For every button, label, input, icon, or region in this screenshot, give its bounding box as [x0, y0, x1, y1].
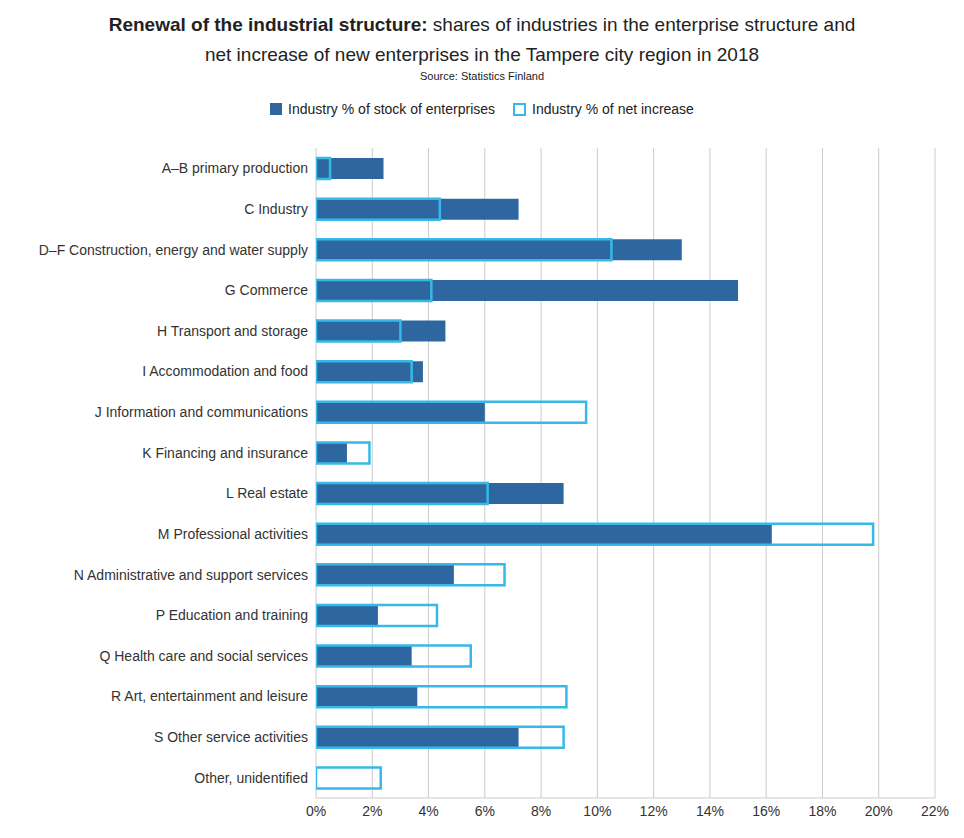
- html-text:Industry % of stock of enterpr: Industry % of stock of enterprises: [288, 101, 495, 117]
- svg-text:K Financing and insurance: K Financing and insurance: [142, 445, 308, 461]
- svg-text:22%: 22%: [921, 803, 949, 819]
- svg-text:16%: 16%: [752, 803, 780, 819]
- svg-text:10%: 10%: [583, 803, 611, 819]
- svg-text:8%: 8%: [531, 803, 551, 819]
- svg-text:N Administrative and support s: N Administrative and support services: [74, 567, 308, 583]
- svg-text:12%: 12%: [640, 803, 668, 819]
- svg-text:H Transport and storage: H Transport and storage: [157, 323, 308, 339]
- svg-text:D–F Construction, energy and w: D–F Construction, energy and water suppl…: [39, 242, 308, 258]
- svg-text:R Art, entertainment and leisu: R Art, entertainment and leisure: [111, 688, 308, 704]
- svg-text:S Other service activities: S Other service activities: [154, 729, 308, 745]
- svg-text:20%: 20%: [865, 803, 893, 819]
- html-text:Source: Statistics Finland: Source: Statistics Finland: [419, 70, 545, 82]
- svg-text:G Commerce: G Commerce: [225, 282, 308, 298]
- svg-text:A–B primary production: A–B primary production: [162, 160, 308, 176]
- svg-text:C Industry: C Industry: [244, 201, 308, 217]
- svg-text:6%: 6%: [475, 803, 495, 819]
- svg-text:Q Health care and social servi: Q Health care and social services: [99, 648, 308, 664]
- svg-text:4%: 4%: [418, 803, 438, 819]
- svg-text:M Professional activities: M Professional activities: [158, 526, 308, 542]
- svg-text:2%: 2%: [362, 803, 382, 819]
- html-text:Renewal of the industrial stru: Renewal of the industrial structure: sha…: [108, 14, 856, 65]
- svg-text:14%: 14%: [696, 803, 724, 819]
- svg-text:0%: 0%: [306, 803, 326, 819]
- svg-text:Other, unidentified: Other, unidentified: [194, 770, 308, 786]
- svg-text:L Real estate: L Real estate: [226, 485, 308, 501]
- svg-text:18%: 18%: [808, 803, 836, 819]
- svg-text:J Information and communicatio: J Information and communications: [95, 404, 308, 420]
- svg-text:I Accommodation and food: I Accommodation and food: [142, 363, 308, 379]
- svg-text:P Education and training: P Education and training: [156, 607, 308, 623]
- html-text:Industry % of net increase: Industry % of net increase: [532, 101, 694, 117]
